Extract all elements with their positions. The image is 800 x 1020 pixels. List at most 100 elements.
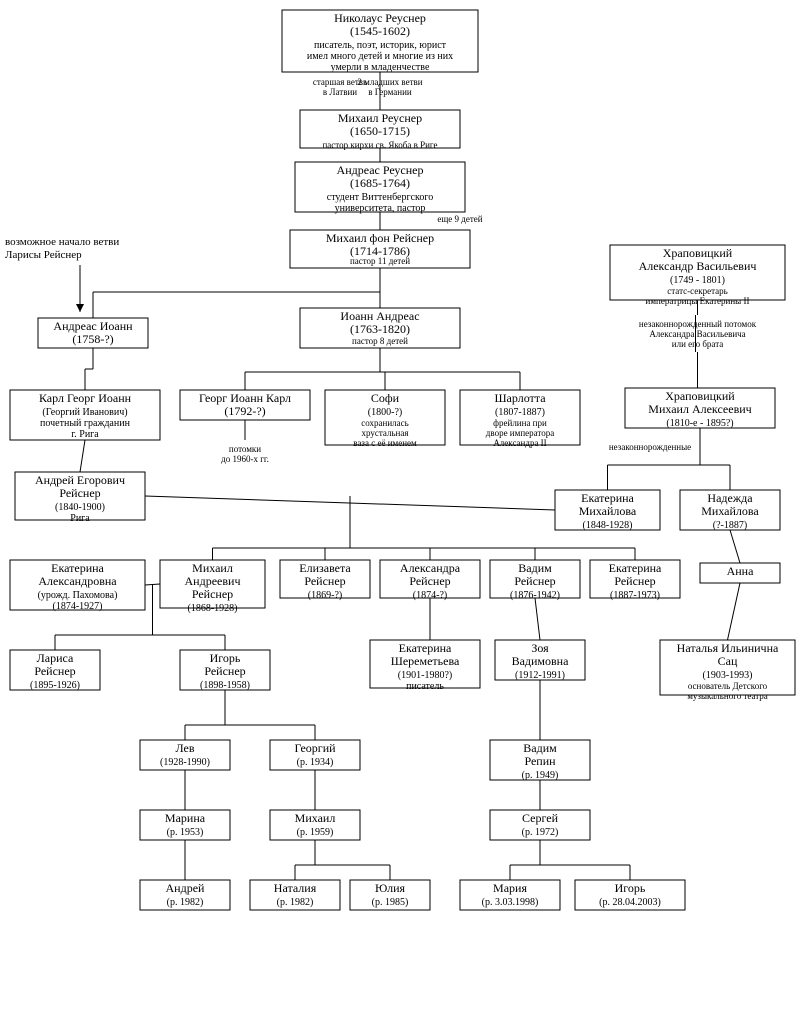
svg-text:Екатерина: Екатерина (581, 491, 634, 505)
svg-text:Шереметьева: Шереметьева (391, 654, 460, 668)
svg-text:(1650-1715): (1650-1715) (350, 124, 410, 138)
svg-text:Репин: Репин (524, 754, 556, 768)
svg-text:Рейснер: Рейснер (304, 574, 345, 588)
svg-text:г. Рига: г. Рига (71, 429, 99, 440)
svg-text:Александровна: Александровна (38, 574, 117, 588)
svg-text:Лариса: Лариса (37, 651, 74, 665)
svg-text:Карл Георг Иоанн: Карл Георг Иоанн (39, 391, 132, 405)
svg-text:возможное начало ветви: возможное начало ветви (5, 236, 119, 248)
svg-text:(?-1887): (?-1887) (713, 520, 747, 531)
svg-text:(1848-1928): (1848-1928) (583, 520, 633, 531)
svg-text:(р. 1953): (р. 1953) (167, 827, 204, 838)
svg-text:или его брата: или его брата (672, 339, 723, 349)
svg-text:Шарлотта: Шарлотта (494, 391, 546, 405)
svg-text:(р. 1959): (р. 1959) (297, 827, 334, 838)
svg-text:Лев: Лев (175, 741, 194, 755)
svg-text:Екатерина: Екатерина (399, 641, 452, 655)
svg-text:имел много детей и многие из н: имел много детей и многие из них (307, 51, 453, 62)
svg-text:Екатерина: Екатерина (609, 561, 662, 575)
svg-text:Рейснер: Рейснер (204, 664, 245, 678)
svg-text:Надежда: Надежда (707, 491, 753, 505)
svg-text:Георг Иоанн Карл: Георг Иоанн Карл (199, 391, 291, 405)
svg-text:ваза с её именем: ваза с её именем (353, 438, 417, 448)
svg-text:(р. 1982): (р. 1982) (167, 897, 204, 908)
svg-text:Марина: Марина (165, 811, 206, 825)
svg-text:Рейснер: Рейснер (59, 486, 100, 500)
svg-text:Михаил Алексеевич: Михаил Алексеевич (648, 402, 751, 416)
svg-text:(р. 1934): (р. 1934) (297, 757, 334, 768)
svg-text:писатель: писатель (406, 681, 444, 692)
svg-text:Мария: Мария (493, 881, 527, 895)
svg-text:умерли в младенчестве: умерли в младенчестве (331, 62, 430, 73)
svg-text:(1895-1926): (1895-1926) (30, 680, 80, 691)
svg-text:Рейснер: Рейснер (34, 664, 75, 678)
svg-text:(1928-1990): (1928-1990) (160, 757, 210, 768)
svg-text:Рейснер: Рейснер (614, 574, 655, 588)
svg-text:Наталья Ильинична: Наталья Ильинична (677, 641, 779, 655)
svg-text:(1763-1820): (1763-1820) (350, 322, 410, 336)
svg-text:Георгий: Георгий (294, 741, 336, 755)
svg-text:Михаил Реуснер: Михаил Реуснер (338, 111, 422, 125)
svg-text:(1749 - 1801): (1749 - 1801) (670, 275, 725, 286)
svg-text:Вадимовна: Вадимовна (512, 654, 570, 668)
svg-text:основатель Детского: основатель Детского (688, 681, 768, 691)
svg-text:(р. 1949): (р. 1949) (522, 770, 559, 781)
svg-text:(р. 1982): (р. 1982) (277, 897, 314, 908)
svg-text:фрейлина при: фрейлина при (493, 418, 547, 428)
svg-text:в Латвии: в Латвии (323, 87, 357, 97)
svg-text:пастор 8 детей: пастор 8 детей (352, 336, 408, 346)
svg-text:Храповицкий: Храповицкий (663, 246, 733, 260)
svg-text:Рейснер: Рейснер (514, 574, 555, 588)
svg-text:почетный гражданин: почетный гражданин (40, 418, 131, 429)
svg-text:(1810-е - 1895?): (1810-е - 1895?) (666, 418, 733, 429)
svg-text:Наталия: Наталия (274, 881, 317, 895)
svg-text:Сергей: Сергей (522, 811, 559, 825)
svg-text:Елизавета: Елизавета (299, 561, 351, 575)
svg-text:незаконнорожденный потомок: незаконнорожденный потомок (639, 319, 757, 329)
svg-text:незаконнорожденные: незаконнорожденные (609, 442, 691, 452)
svg-text:(1792-?): (1792-?) (224, 404, 265, 418)
svg-text:Игорь: Игорь (615, 881, 646, 895)
svg-text:сохранилась: сохранилась (361, 418, 408, 428)
svg-text:(урожд. Пахомова): (урожд. Пахомова) (38, 590, 118, 601)
svg-text:(1800-?): (1800-?) (368, 407, 402, 418)
svg-text:Андреевич: Андреевич (185, 574, 241, 588)
svg-text:Храповицкий: Храповицкий (665, 389, 735, 403)
svg-text:музыкального театра: музыкального театра (687, 691, 768, 701)
svg-text:(1545-1602): (1545-1602) (350, 24, 410, 38)
svg-text:(1903-1993): (1903-1993) (703, 670, 753, 681)
svg-text:(1912-1991): (1912-1991) (515, 670, 565, 681)
svg-text:хрустальная: хрустальная (361, 428, 408, 438)
svg-text:Рейснер: Рейснер (409, 574, 450, 588)
svg-text:Александра II: Александра II (493, 438, 546, 448)
svg-text:Андреас Иоанн: Андреас Иоанн (53, 319, 133, 333)
svg-text:(1758-?): (1758-?) (72, 332, 113, 346)
svg-text:Ларисы Рейснер: Ларисы Рейснер (5, 249, 82, 261)
svg-text:Андрей Егорович: Андрей Егорович (35, 473, 125, 487)
svg-text:Иоанн Андреас: Иоанн Андреас (340, 309, 419, 323)
svg-text:Юлия: Юлия (375, 881, 406, 895)
svg-text:Александра: Александра (400, 561, 461, 575)
svg-text:(1898-1958): (1898-1958) (200, 680, 250, 691)
svg-text:(1840-1900): (1840-1900) (55, 502, 105, 513)
svg-text:Софи: Софи (371, 391, 400, 405)
svg-text:Екатерина: Екатерина (51, 561, 104, 575)
svg-text:Анна: Анна (727, 564, 755, 578)
svg-text:(1807-1887): (1807-1887) (495, 407, 545, 418)
svg-text:еще 9 детей: еще 9 детей (437, 214, 482, 224)
svg-text:Михаил: Михаил (192, 561, 233, 575)
svg-text:Михайлова: Михайлова (701, 504, 759, 518)
svg-text:(р. 1972): (р. 1972) (522, 827, 559, 838)
family-tree: Николаус Реуснер(1545-1602)писатель, поэ… (0, 0, 800, 1020)
svg-text:Рейснер: Рейснер (192, 587, 233, 601)
svg-text:в Германии: в Германии (368, 87, 412, 97)
svg-text:(1887-1973): (1887-1973) (610, 590, 660, 601)
svg-text:до 1960-х гг.: до 1960-х гг. (221, 454, 269, 464)
svg-text:Сац: Сац (718, 654, 738, 668)
svg-text:Вадим: Вадим (518, 561, 552, 575)
svg-text:писатель, поэт, историк, юрист: писатель, поэт, историк, юрист (314, 40, 447, 51)
svg-text:(р. 3.03.1998): (р. 3.03.1998) (482, 897, 539, 908)
svg-text:(1868-1928): (1868-1928) (188, 603, 238, 614)
svg-text:Андрей: Андрей (166, 881, 206, 895)
svg-text:пастор 11 детей: пастор 11 детей (350, 256, 410, 266)
